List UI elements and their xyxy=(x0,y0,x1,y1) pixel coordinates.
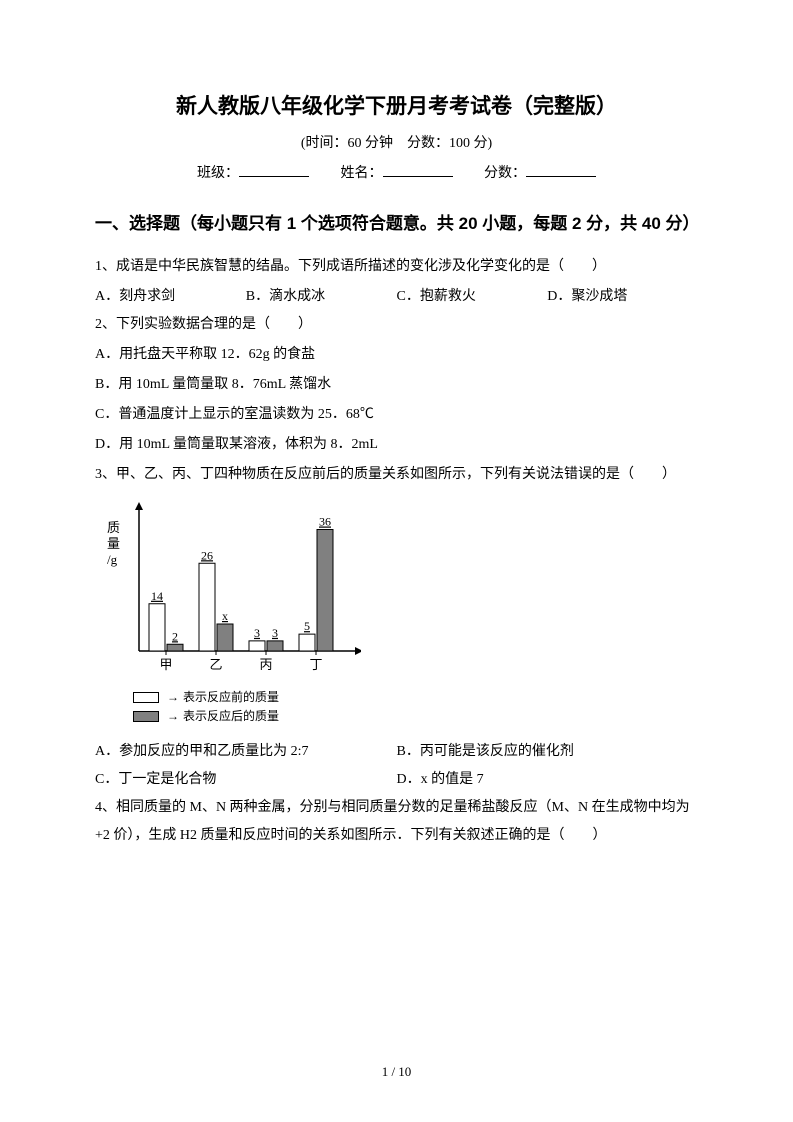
svg-text:26: 26 xyxy=(201,548,213,562)
q2-opt-b: B．用 10mL 量筒量取 8．76mL 蒸馏水 xyxy=(95,371,698,399)
q1-opt-c: C．抱薪救火 xyxy=(397,283,548,311)
page: 新人教版八年级化学下册月考考试卷（完整版） (时间：60 分钟 分数：100 分… xyxy=(0,0,793,1122)
score-input[interactable] xyxy=(526,163,596,177)
legend-after-row: → 表示反应后的质量 xyxy=(133,707,361,726)
section-1-header: 一、选择题（每小题只有 1 个选项符合题意。共 20 小题，每题 2 分，共 4… xyxy=(95,204,698,245)
q3-opt-d: D．x 的值是 7 xyxy=(397,766,699,794)
q2-opt-d: D．用 10mL 量筒量取某溶液，体积为 8．2mL xyxy=(95,431,698,459)
svg-text:量: 量 xyxy=(107,536,120,551)
meta-score: 100 分 xyxy=(449,136,488,151)
svg-text:36: 36 xyxy=(319,514,331,528)
q3-opt-b: B．丙可能是该反应的催化剂 xyxy=(397,738,699,766)
q1-opt-d: D．聚沙成塔 xyxy=(547,283,698,311)
q2-opt-c: C．普通温度计上显示的室温读数为 25．68℃ xyxy=(95,401,698,429)
q3-options-2: C．丁一定是化合物 D．x 的值是 7 xyxy=(95,766,698,794)
svg-text:丁: 丁 xyxy=(309,657,322,672)
page-footer: 1 / 10 xyxy=(0,1064,793,1080)
q1-opt-a: A．刻舟求剑 xyxy=(95,283,246,311)
svg-text:5: 5 xyxy=(304,619,310,633)
svg-text:3: 3 xyxy=(272,626,278,640)
meta-score-pre: 分数： xyxy=(393,136,449,151)
arrow-icon: → xyxy=(167,688,179,707)
svg-text:2: 2 xyxy=(172,629,178,643)
exam-meta: (时间：60 分钟 分数：100 分) xyxy=(95,132,698,152)
legend-before-label: 表示反应前的质量 xyxy=(183,688,279,707)
chart-legend: → 表示反应前的质量 → 表示反应后的质量 xyxy=(133,688,361,726)
svg-text:丙: 丙 xyxy=(259,657,272,672)
q2-opt-a: A．用托盘天平称取 12．62g 的食盐 xyxy=(95,341,698,369)
meta-time: 60 分钟 xyxy=(348,136,394,151)
q4-stem: 4、相同质量的 M、N 两种金属，分别与相同质量分数的足量稀盐酸反应（M、N 在… xyxy=(95,794,698,850)
legend-before-box xyxy=(133,692,159,703)
q3-opt-a: A．参加反应的甲和乙质量比为 2:7 xyxy=(95,738,397,766)
svg-text:3: 3 xyxy=(254,626,260,640)
name-label: 姓名： xyxy=(341,166,383,181)
q1-opt-b: B．滴水成冰 xyxy=(246,283,397,311)
arrow-icon: → xyxy=(167,707,179,726)
q1-options: A．刻舟求剑 B．滴水成冰 C．抱薪救火 D．聚沙成塔 xyxy=(95,283,698,311)
svg-text:/g: /g xyxy=(107,552,118,567)
svg-text:x: x xyxy=(222,609,228,623)
score-label: 分数： xyxy=(484,166,526,181)
q3-chart: 质量/g 14 2甲 26 x 乙 33 丙 5 36 丁 → 表示反应前的质量 → 表示反应后的质… xyxy=(101,499,361,726)
meta-post: ) xyxy=(488,136,493,151)
student-info-line: 班级： 姓名： 分数： xyxy=(95,162,698,182)
name-input[interactable] xyxy=(383,163,453,177)
class-label: 班级： xyxy=(197,166,239,181)
svg-text:14: 14 xyxy=(151,589,163,603)
document-title: 新人教版八年级化学下册月考考试卷（完整版） xyxy=(95,90,698,120)
svg-text:甲: 甲 xyxy=(159,657,172,672)
legend-after-box xyxy=(133,711,159,722)
class-input[interactable] xyxy=(239,163,309,177)
legend-before-row: → 表示反应前的质量 xyxy=(133,688,361,707)
q1-stem: 1、成语是中华民族智慧的结晶。下列成语所描述的变化涉及化学变化的是（ ） xyxy=(95,253,698,281)
bar-chart-svg: 质量/g 14 2甲 26 x 乙 33 丙 5 36 丁 xyxy=(101,499,361,679)
q3-options-1: A．参加反应的甲和乙质量比为 2:7 B．丙可能是该反应的催化剂 xyxy=(95,738,698,766)
q3-stem: 3、甲、乙、丙、丁四种物质在反应前后的质量关系如图所示，下列有关说法错误的是（ … xyxy=(95,461,698,489)
meta-time-pre: (时间： xyxy=(301,136,348,151)
svg-text:乙: 乙 xyxy=(209,657,222,672)
svg-text:质: 质 xyxy=(107,520,120,535)
legend-after-label: 表示反应后的质量 xyxy=(183,707,279,726)
q2-stem: 2、下列实验数据合理的是（ ） xyxy=(95,311,698,339)
q3-opt-c: C．丁一定是化合物 xyxy=(95,766,397,794)
